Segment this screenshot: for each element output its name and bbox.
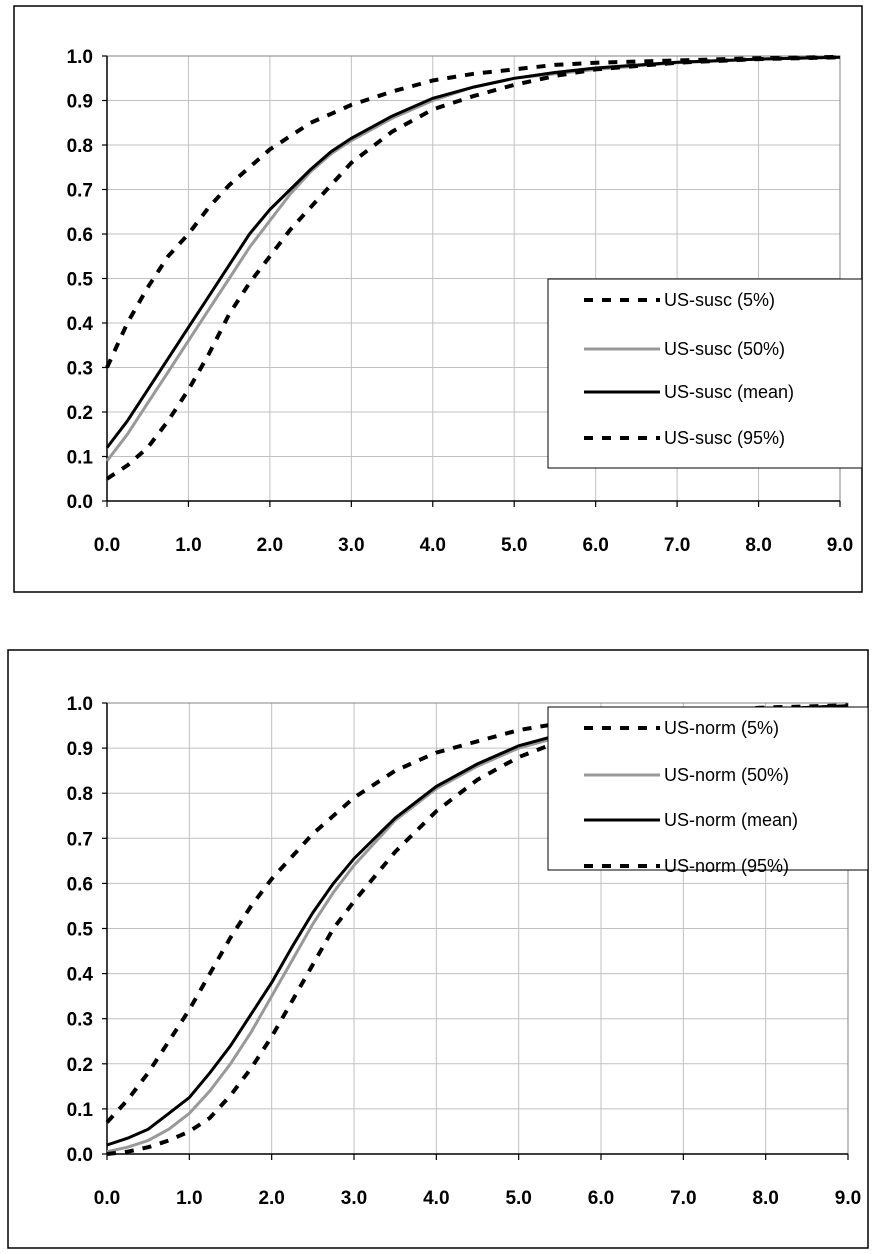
y-tick-label: 0.2 [67, 403, 93, 424]
y-tick-label: 0.1 [67, 448, 94, 469]
y-tick-label: 0.4 [67, 314, 94, 335]
x-tick-label: 3.0 [341, 1188, 367, 1209]
x-tick-label: 2.0 [258, 1188, 284, 1209]
legend-label-3: US-susc (95%) [664, 428, 785, 448]
x-tick-label: 9.0 [835, 1188, 861, 1209]
y-tick-label: 0.5 [67, 270, 94, 291]
y-tick-label: 0.3 [67, 1010, 93, 1031]
x-tick-label: 9.0 [827, 535, 853, 556]
y-tick-label: 0.6 [67, 874, 93, 895]
legend-box [547, 278, 863, 469]
y-tick-label: 0.5 [67, 920, 94, 941]
legend: US-norm (5%) US-norm (50%) US-norm (mean) U… [547, 706, 869, 876]
x-tick-label: 4.0 [420, 535, 446, 556]
series-line-2 [105, 55, 841, 449]
x-tick-label: 0.0 [94, 535, 120, 556]
y-tick-label: 0.9 [67, 739, 93, 760]
y-tick-label: 0.3 [67, 359, 93, 380]
y-tick-label: 0.2 [67, 1055, 93, 1076]
x-tick-label: 8.0 [752, 1188, 778, 1209]
legend-label-1: US-norm (50%) [664, 765, 789, 785]
x-tick-label: 2.0 [257, 535, 283, 556]
legend-label-2: US-susc (mean) [664, 382, 794, 402]
x-tick-label: 0.0 [94, 1188, 120, 1209]
x-tick-label: 6.0 [582, 535, 608, 556]
legend: US-susc (5%) US-susc (50%) US-susc (mean) U… [547, 278, 863, 469]
y-tick-label: 1.0 [67, 47, 93, 68]
legend-box [547, 706, 869, 871]
legend-label-3: US-norm (95%) [664, 856, 789, 876]
y-tick-label: 0.7 [67, 829, 93, 850]
legend-label-0: US-susc (5%) [664, 290, 775, 310]
x-tick-label: 3.0 [338, 535, 364, 556]
y-tick-label: 0.0 [67, 1145, 93, 1166]
x-tick-label: 8.0 [745, 535, 771, 556]
y-tick-label: 0.9 [67, 92, 93, 113]
legend-label-0: US-norm (5%) [664, 718, 779, 738]
x-tick-label: 7.0 [670, 1188, 696, 1209]
y-tick-label: 0.7 [67, 181, 93, 202]
legend-label-1: US-susc (50%) [664, 339, 785, 359]
series-line-0 [105, 54, 841, 369]
y-tick-label: 1.0 [67, 694, 93, 715]
chart-us-susc: 0.0 0.1 0.2 0.3 0.4 0.5 0.6 0.7 0.8 0.9 1.0 0.0 1.0 2… [13, 5, 863, 593]
y-tick-label: 0.8 [67, 136, 93, 157]
x-tick-label: 1.0 [175, 535, 201, 556]
x-tick-label: 5.0 [501, 535, 527, 556]
legend-label-2: US-norm (mean) [664, 810, 798, 830]
x-tick-label: 4.0 [423, 1188, 449, 1209]
x-tick-label: 7.0 [664, 535, 690, 556]
y-tick-label: 0.4 [67, 965, 94, 986]
x-tick-label: 1.0 [176, 1188, 202, 1209]
x-tick-label: 5.0 [505, 1188, 531, 1209]
y-tick-label: 0.6 [67, 225, 93, 246]
series-line-3 [106, 704, 849, 1156]
y-tick-label: 0.8 [67, 784, 93, 805]
y-tick-label: 0.0 [67, 492, 93, 513]
y-tick-label: 0.1 [67, 1100, 94, 1121]
x-tick-label: 6.0 [588, 1188, 614, 1209]
chart-us-norm: 0.0 0.1 0.2 0.3 0.4 0.5 0.6 0.7 0.8 0.9 1.0 0.0 1.0 2… [7, 649, 869, 1249]
series-line-3 [105, 55, 841, 481]
